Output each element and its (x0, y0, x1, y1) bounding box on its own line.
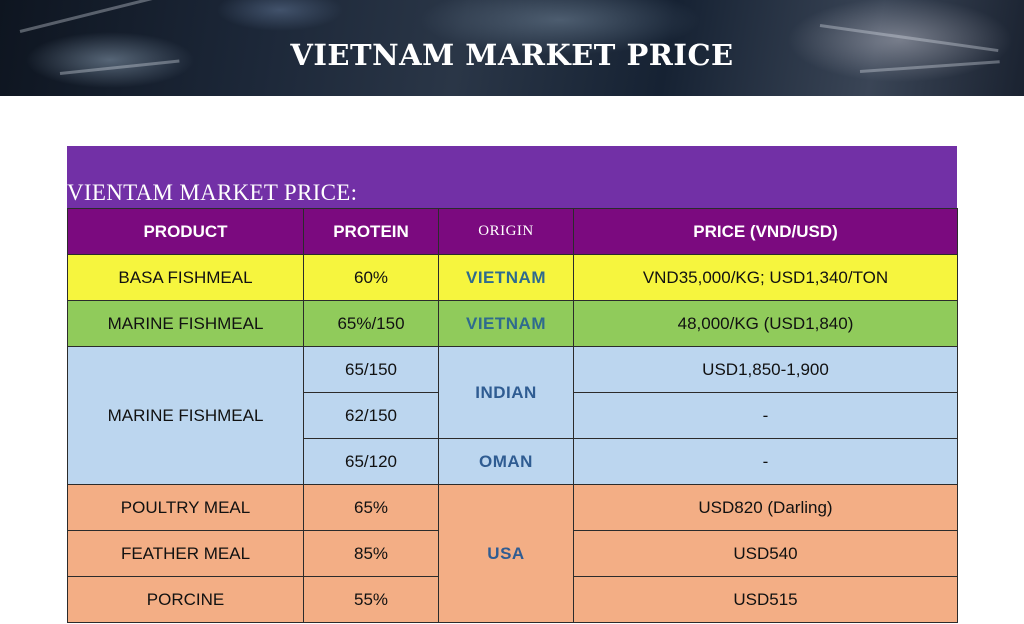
price-cell: 48,000/KG (USD1,840) (573, 300, 958, 347)
protein-cell: 65%/150 (303, 300, 439, 347)
price-cell: USD515 (573, 576, 958, 623)
table-row: MARINE FISHMEAL 65%/150 VIETNAM 48,000/K… (67, 300, 958, 347)
table-row: FEATHER MEAL 85% USD540 (67, 530, 958, 577)
table-row: PORCINE 55% USD515 (67, 576, 958, 623)
header-banner: VIETNAM MARKET PRICE (0, 0, 1024, 96)
banner-decoration (19, 0, 176, 33)
protein-cell: 65/150 (303, 346, 439, 393)
origin-cell: VIETNAM (438, 300, 574, 347)
price-cell: USD1,850-1,900 (573, 346, 958, 393)
product-cell: PORCINE (67, 576, 304, 623)
table-row: 65/120 OMAN - (68, 438, 958, 485)
table-caption: VIENTAM MARKET PRICE: (67, 180, 358, 205)
table-caption-bar: VIENTAM MARKET PRICE: (67, 146, 957, 208)
table-row: MARINE FISHMEAL 65/150 INDIAN USD1,850-1… (67, 346, 958, 485)
product-cell: MARINE FISHMEAL (67, 300, 304, 347)
product-cell: BASA FISHMEAL (67, 254, 304, 301)
table-header-row: PRODUCT PROTEIN ORIGIN PRICE (VND/USD) (67, 208, 958, 255)
table-row: 62/150 - (68, 392, 958, 439)
price-table-panel: VIENTAM MARKET PRICE: PRODUCT PROTEIN OR… (67, 146, 958, 623)
protein-cell: 85% (303, 530, 439, 577)
page-title: VIETNAM MARKET PRICE (290, 38, 734, 72)
price-cell: - (573, 392, 958, 439)
origin-cell: USA (438, 484, 574, 623)
protein-cell: 65% (303, 484, 439, 531)
column-header-origin: ORIGIN (438, 208, 574, 255)
product-cell: FEATHER MEAL (67, 530, 304, 577)
origin-cell: OMAN (438, 438, 574, 485)
product-cell: POULTRY MEAL (67, 484, 304, 531)
protein-cell: 60% (303, 254, 439, 301)
column-header-product: PRODUCT (67, 208, 304, 255)
column-header-protein: PROTEIN (303, 208, 439, 255)
price-cell: USD820 (Darling) (573, 484, 958, 531)
price-cell: USD540 (573, 530, 958, 577)
origin-cell: VIETNAM (438, 254, 574, 301)
origin-cell: INDIAN (438, 346, 574, 439)
table-row: BASA FISHMEAL 60% VIETNAM VND35,000/KG; … (67, 254, 958, 301)
price-table: PRODUCT PROTEIN ORIGIN PRICE (VND/USD) B… (67, 208, 958, 623)
protein-cell: 55% (303, 576, 439, 623)
protein-cell: 62/150 (303, 392, 439, 439)
product-cell: MARINE FISHMEAL (67, 346, 304, 485)
column-header-price: PRICE (VND/USD) (573, 208, 958, 255)
table-row: POULTRY MEAL 65% USA USD820 (Darling) (67, 484, 958, 623)
price-cell: - (573, 438, 958, 485)
protein-cell: 65/120 (303, 438, 439, 485)
price-cell: VND35,000/KG; USD1,340/TON (573, 254, 958, 301)
